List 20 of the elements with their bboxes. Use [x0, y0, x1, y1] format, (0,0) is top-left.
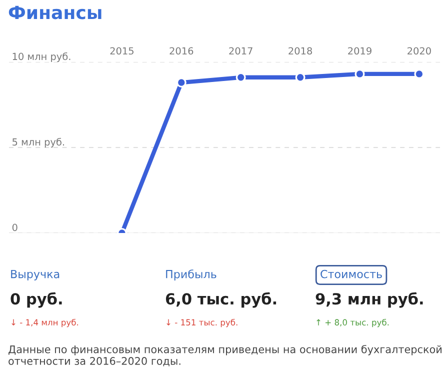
x-tick-label: 2015 — [110, 47, 134, 55]
text: ↑ + 8,0 тыс. руб. — [316, 318, 389, 328]
text: ↓ - 151 тыс. руб. — [166, 318, 238, 328]
x-tick-label: 2019 — [348, 47, 372, 55]
text: 0 руб. — [10, 292, 62, 308]
y-tick-label: 0 — [12, 224, 18, 232]
x-tick-label: 2018 — [288, 47, 312, 55]
text: Выручка — [11, 270, 60, 280]
y-tick-label: 10 млн руб. — [12, 52, 70, 62]
text: ↓ - 1,4 млн руб. — [12, 318, 78, 328]
x-tick-label: 2017 — [229, 47, 252, 55]
y-tick-label: 5 млн руб. — [12, 138, 64, 148]
text: 9,3 млн руб. — [316, 292, 423, 308]
text: Данные по финансовым показателям приведены на основании бухгалтерской отчетности за 2016–2020 годы. — [8, 345, 442, 366]
x-tick-label: 2020 — [408, 47, 431, 55]
chart-title: Финансы — [8, 6, 102, 20]
x-tick-label: 2016 — [170, 47, 194, 55]
text: 6,0 тыс. руб. — [166, 292, 276, 308]
text: Прибыль — [166, 270, 216, 280]
text: Стоимость — [320, 270, 382, 278]
